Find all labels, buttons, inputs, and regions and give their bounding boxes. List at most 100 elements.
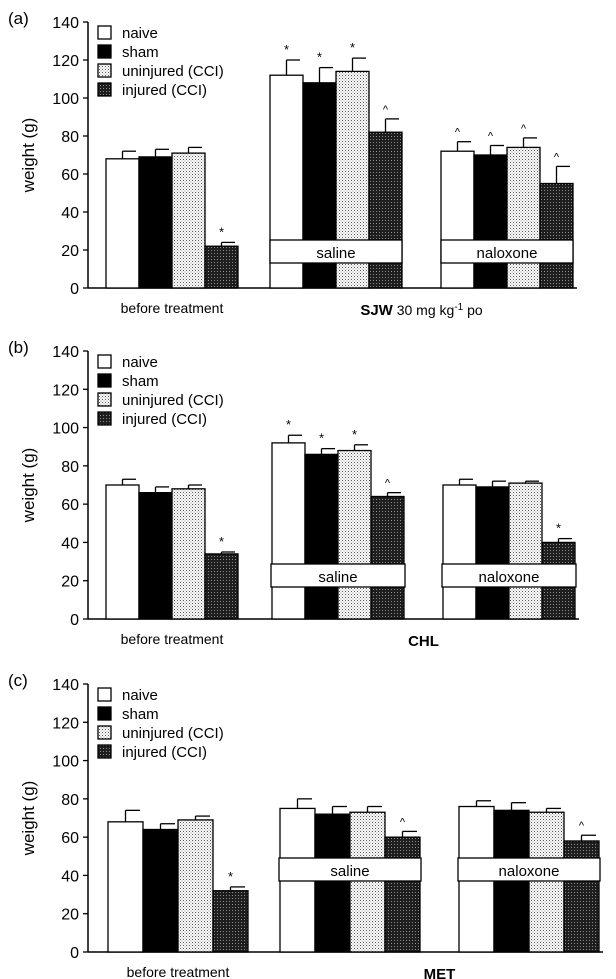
significance-mark: ^	[455, 127, 461, 139]
bar-sham	[142, 828, 179, 953]
significance-mark: ^	[488, 131, 494, 143]
significance-mark: *	[352, 427, 357, 442]
bar-injured-cci-	[539, 182, 574, 289]
bar-naive	[440, 150, 475, 289]
y-tick-label: 140	[52, 15, 79, 32]
y-tick-label: 60	[61, 497, 79, 514]
y-tick-label: 20	[61, 574, 79, 591]
bar-naive	[107, 821, 144, 953]
legend: naive sham uninjured (CCI) injured (CCI)	[97, 354, 224, 428]
y-tick-label: 140	[52, 677, 79, 694]
group-box	[441, 563, 577, 588]
treatment-dose: 30 mg kg	[393, 302, 454, 318]
significance-mark: *	[228, 869, 233, 884]
bar-uninjured-cci-	[177, 819, 214, 953]
y-tick-label: 60	[61, 830, 79, 847]
y-tick-label: 140	[52, 344, 79, 361]
treatment-label: SJW 30 mg kg-1 po	[360, 302, 483, 320]
treatment-name: SJW	[360, 302, 393, 319]
y-tick-label: 80	[61, 459, 79, 476]
bar-sham	[304, 453, 339, 620]
panel-label: (a)	[8, 9, 29, 28]
legend-swatch	[97, 725, 112, 740]
significance-mark: *	[350, 40, 355, 55]
legend-swatch	[97, 82, 112, 97]
treatment-label: MET	[424, 966, 456, 979]
legend-label: injured (CCI)	[122, 82, 207, 99]
group-label: before treatment	[121, 300, 224, 316]
legend-label: uninjured (CCI)	[122, 725, 224, 742]
y-tick-label: 0	[70, 945, 79, 962]
legend-label: uninjured (CCI)	[122, 392, 224, 409]
y-axis-label: weight (g)	[19, 118, 38, 194]
y-tick-label: 100	[52, 91, 79, 108]
legend-label: naive	[122, 25, 158, 42]
y-tick-label: 100	[52, 421, 79, 438]
legend-swatch	[97, 354, 112, 369]
legend: naive sham uninjured (CCI) injured (CCI)	[97, 687, 224, 761]
y-tick-label: 120	[52, 382, 79, 399]
significance-mark: *	[219, 534, 224, 549]
y-tick-label: 20	[61, 907, 79, 924]
group-box	[457, 857, 601, 882]
significance-mark: ^	[579, 820, 585, 832]
significance-mark: *	[286, 417, 291, 432]
legend-swatch	[97, 706, 112, 721]
y-tick-label: 20	[61, 243, 79, 260]
group-box-label: naloxone	[499, 863, 560, 880]
bar-uninjured-cci-	[337, 449, 372, 620]
group-box	[270, 563, 406, 588]
panel-label: (b)	[8, 338, 29, 357]
group-box-label: naloxone	[479, 569, 540, 586]
treatment-name: CHL	[408, 633, 439, 650]
y-tick-label: 0	[70, 281, 79, 298]
bar-sham	[138, 156, 173, 289]
legend-label: uninjured (CCI)	[122, 63, 224, 80]
bar-injured-cci-	[204, 245, 239, 289]
y-tick-label: 120	[52, 715, 79, 732]
bar-uninjured-cci-	[508, 482, 543, 620]
legend-swatch	[97, 411, 112, 426]
significance-mark: *	[284, 42, 289, 57]
legend-swatch	[97, 392, 112, 407]
legend-label: naive	[122, 687, 158, 704]
y-tick-label: 60	[61, 167, 79, 184]
significance-mark: *	[219, 224, 224, 239]
legend-swatch	[97, 44, 112, 59]
significance-mark: ^	[554, 151, 560, 163]
treatment-dose-exponent: -1	[454, 302, 463, 313]
treatment-label: CHL	[408, 633, 439, 650]
group-box-label: saline	[318, 569, 357, 586]
chart-panel-1: (a) 0 20 40 60 80 100 120 140 weight (g) * before t…	[8, 9, 577, 319]
bar-sham	[475, 486, 510, 620]
bar-naive	[271, 442, 306, 620]
group-box	[440, 239, 574, 264]
significance-mark: *	[556, 521, 561, 536]
legend-label: sham	[122, 373, 159, 390]
group-box-label: saline	[316, 245, 355, 262]
y-tick-label: 40	[61, 535, 79, 552]
group-label: before treatment	[127, 964, 230, 979]
y-tick-label: 80	[61, 792, 79, 809]
significance-mark: ^	[521, 123, 527, 135]
bar-uninjured-cci-	[171, 488, 206, 620]
treatment-name: MET	[424, 966, 456, 979]
bar-naive	[442, 484, 477, 620]
legend-swatch	[97, 744, 112, 759]
bar-injured-cci-	[368, 131, 403, 289]
legend-label: sham	[122, 706, 159, 723]
y-tick-label: 120	[52, 53, 79, 70]
bar-injured-cci-	[370, 495, 405, 620]
significance-mark: *	[317, 50, 322, 65]
legend-swatch	[97, 687, 112, 702]
bar-sham	[473, 154, 508, 289]
significance-mark: *	[319, 431, 324, 446]
bar-injured-cci-	[204, 553, 239, 620]
y-tick-label: 40	[61, 868, 79, 885]
significance-mark: ^	[383, 104, 389, 116]
bar-uninjured-cci-	[506, 146, 541, 289]
bar-naive	[105, 484, 140, 620]
y-axis-label: weight (g)	[19, 448, 38, 524]
y-tick-label: 40	[61, 205, 79, 222]
